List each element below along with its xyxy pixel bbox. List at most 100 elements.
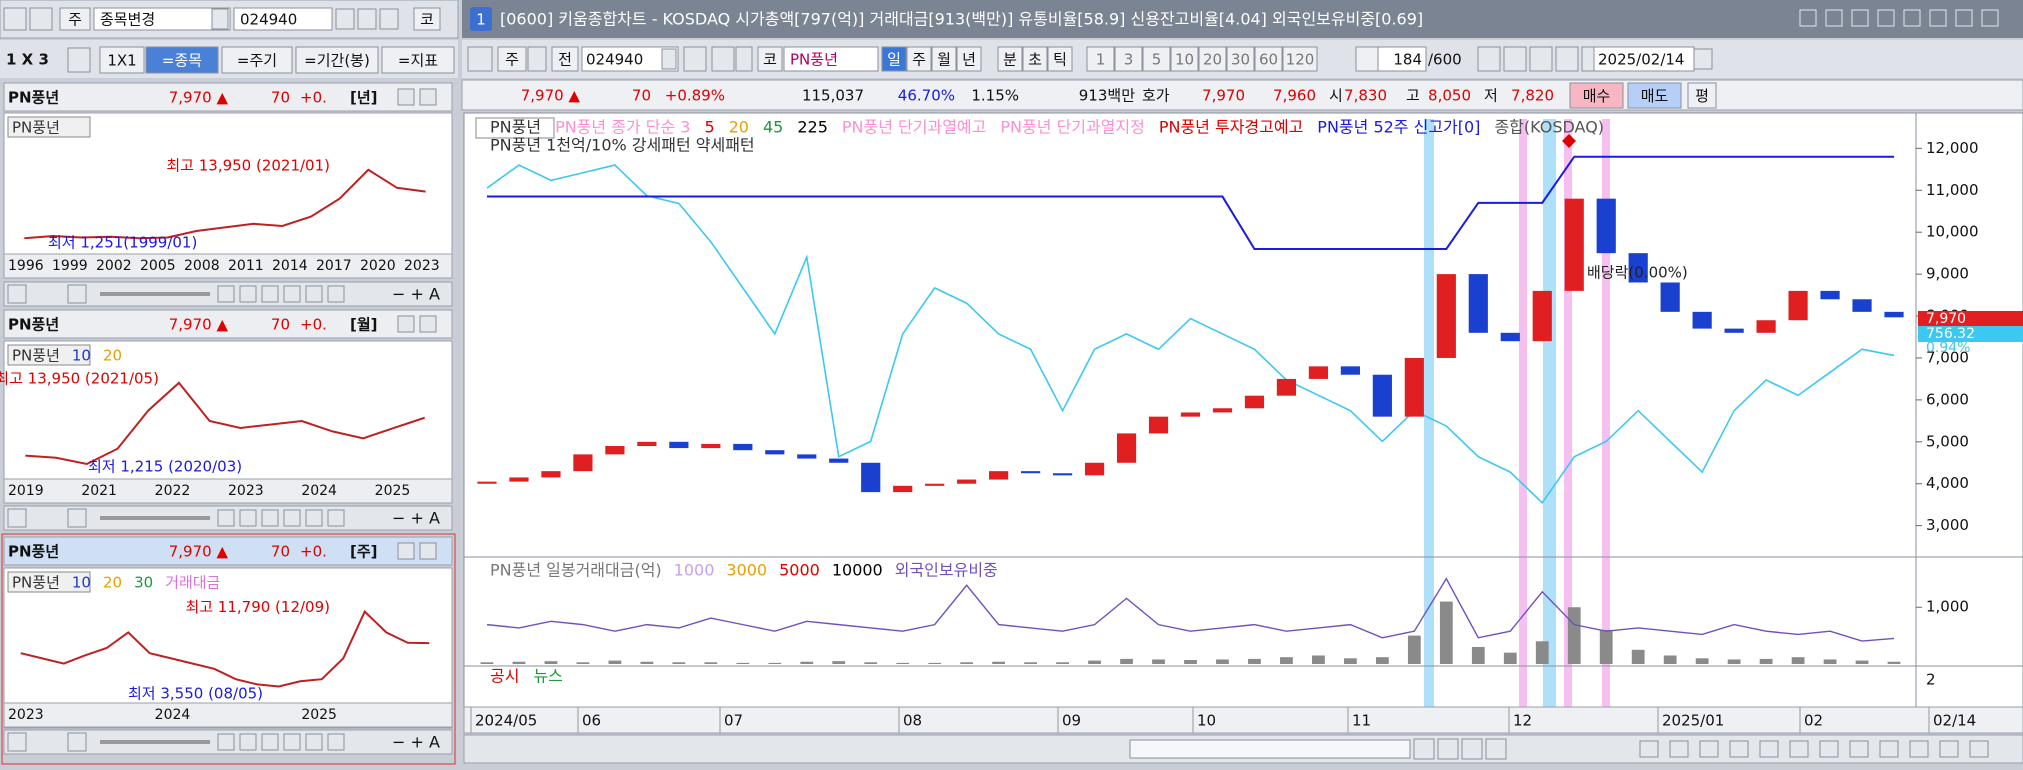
icon[interactable]: [1939, 740, 1959, 758]
period-button-bg[interactable]: [906, 46, 932, 72]
icon[interactable]: [1503, 46, 1527, 72]
icon[interactable]: [283, 509, 301, 527]
tab-bg[interactable]: [145, 46, 219, 74]
icon[interactable]: [283, 285, 301, 303]
icon[interactable]: [327, 733, 345, 751]
icon[interactable]: [1759, 740, 1779, 758]
interval-button-bg[interactable]: [1170, 46, 1199, 72]
scroll-track[interactable]: [1129, 739, 1411, 759]
icon[interactable]: [1669, 740, 1689, 758]
icon[interactable]: [1789, 740, 1809, 758]
period-button-bg[interactable]: [931, 46, 957, 72]
icon[interactable]: [211, 8, 229, 30]
market-button-bg[interactable]: [413, 7, 441, 31]
period-button-bg[interactable]: [881, 46, 907, 72]
icon[interactable]: [239, 509, 257, 527]
code-input[interactable]: [233, 7, 333, 31]
amount-bar: [1791, 657, 1805, 664]
icon[interactable]: [67, 47, 91, 73]
icon[interactable]: [1699, 740, 1719, 758]
icon[interactable]: [1909, 740, 1929, 758]
icon[interactable]: [217, 733, 235, 751]
icon[interactable]: [29, 7, 53, 31]
interval-button-bg[interactable]: [1142, 46, 1171, 72]
count-input[interactable]: [1377, 46, 1427, 72]
icon[interactable]: [1413, 738, 1435, 760]
period-button-bg[interactable]: [1047, 46, 1073, 72]
icon[interactable]: [305, 509, 323, 527]
tab-bg[interactable]: [381, 46, 455, 74]
period-button-bg[interactable]: [956, 46, 982, 72]
buy-button-bg[interactable]: [1569, 82, 1624, 109]
icon[interactable]: [239, 285, 257, 303]
sell-button-bg[interactable]: [1627, 82, 1682, 109]
icon[interactable]: [527, 46, 547, 72]
icon[interactable]: [379, 8, 399, 30]
icon[interactable]: [1485, 738, 1507, 760]
icon[interactable]: [1693, 48, 1713, 70]
period-button-bg[interactable]: [1022, 46, 1048, 72]
icon[interactable]: [7, 508, 27, 528]
icon[interactable]: [419, 88, 437, 106]
icon[interactable]: [1849, 740, 1869, 758]
icon[interactable]: [1555, 46, 1579, 72]
tab-bg[interactable]: [295, 46, 379, 74]
icon[interactable]: [1529, 46, 1553, 72]
icon[interactable]: [419, 542, 437, 560]
icon[interactable]: [1461, 738, 1483, 760]
icon[interactable]: [305, 733, 323, 751]
icon[interactable]: [1639, 740, 1659, 758]
interval-button-bg[interactable]: [1254, 46, 1283, 72]
icon[interactable]: [1437, 738, 1459, 760]
icon[interactable]: [239, 733, 257, 751]
icon[interactable]: [67, 732, 87, 752]
interval-button-bg[interactable]: [1226, 46, 1255, 72]
icon[interactable]: [3, 7, 27, 31]
mode-select-bg[interactable]: [497, 46, 527, 72]
tab-bg[interactable]: [221, 46, 293, 74]
date-input[interactable]: [1593, 46, 1695, 72]
icon[interactable]: [261, 733, 279, 751]
icon[interactable]: [661, 48, 677, 70]
icon[interactable]: [261, 285, 279, 303]
icon[interactable]: [67, 284, 87, 304]
period-button-bg[interactable]: [997, 46, 1023, 72]
icon[interactable]: [419, 315, 437, 333]
icon[interactable]: [467, 46, 493, 72]
icon[interactable]: [1879, 740, 1899, 758]
icon[interactable]: [1729, 740, 1749, 758]
icon[interactable]: [335, 8, 355, 30]
icon[interactable]: [327, 509, 345, 527]
icon[interactable]: [683, 46, 707, 72]
icon[interactable]: [397, 542, 415, 560]
icon[interactable]: [711, 46, 735, 72]
icon[interactable]: [283, 733, 301, 751]
icon[interactable]: [735, 46, 753, 72]
search-input[interactable]: [93, 7, 231, 31]
icon[interactable]: [397, 88, 415, 106]
name-input[interactable]: [783, 46, 879, 72]
market-button-bg[interactable]: [757, 46, 783, 72]
mode-select-bg[interactable]: [59, 7, 91, 31]
scroll-track: [100, 740, 210, 744]
interval-button-bg[interactable]: [1114, 46, 1143, 72]
icon[interactable]: [1969, 740, 1989, 758]
icon[interactable]: [7, 284, 27, 304]
flat-button-bg[interactable]: [1687, 82, 1717, 109]
icon[interactable]: [327, 285, 345, 303]
icon[interactable]: [1819, 740, 1839, 758]
icon[interactable]: [357, 8, 377, 30]
icon[interactable]: [7, 732, 27, 752]
tab-bg[interactable]: [99, 46, 145, 74]
icon[interactable]: [397, 315, 415, 333]
interval-button-bg[interactable]: [1086, 46, 1115, 72]
icon[interactable]: [217, 509, 235, 527]
icon[interactable]: [305, 285, 323, 303]
interval-button-bg[interactable]: [1282, 46, 1318, 72]
full-button-bg[interactable]: [551, 46, 579, 72]
icon[interactable]: [1477, 46, 1501, 72]
icon[interactable]: [217, 285, 235, 303]
interval-button-bg[interactable]: [1198, 46, 1227, 72]
icon[interactable]: [261, 509, 279, 527]
icon[interactable]: [67, 508, 87, 528]
